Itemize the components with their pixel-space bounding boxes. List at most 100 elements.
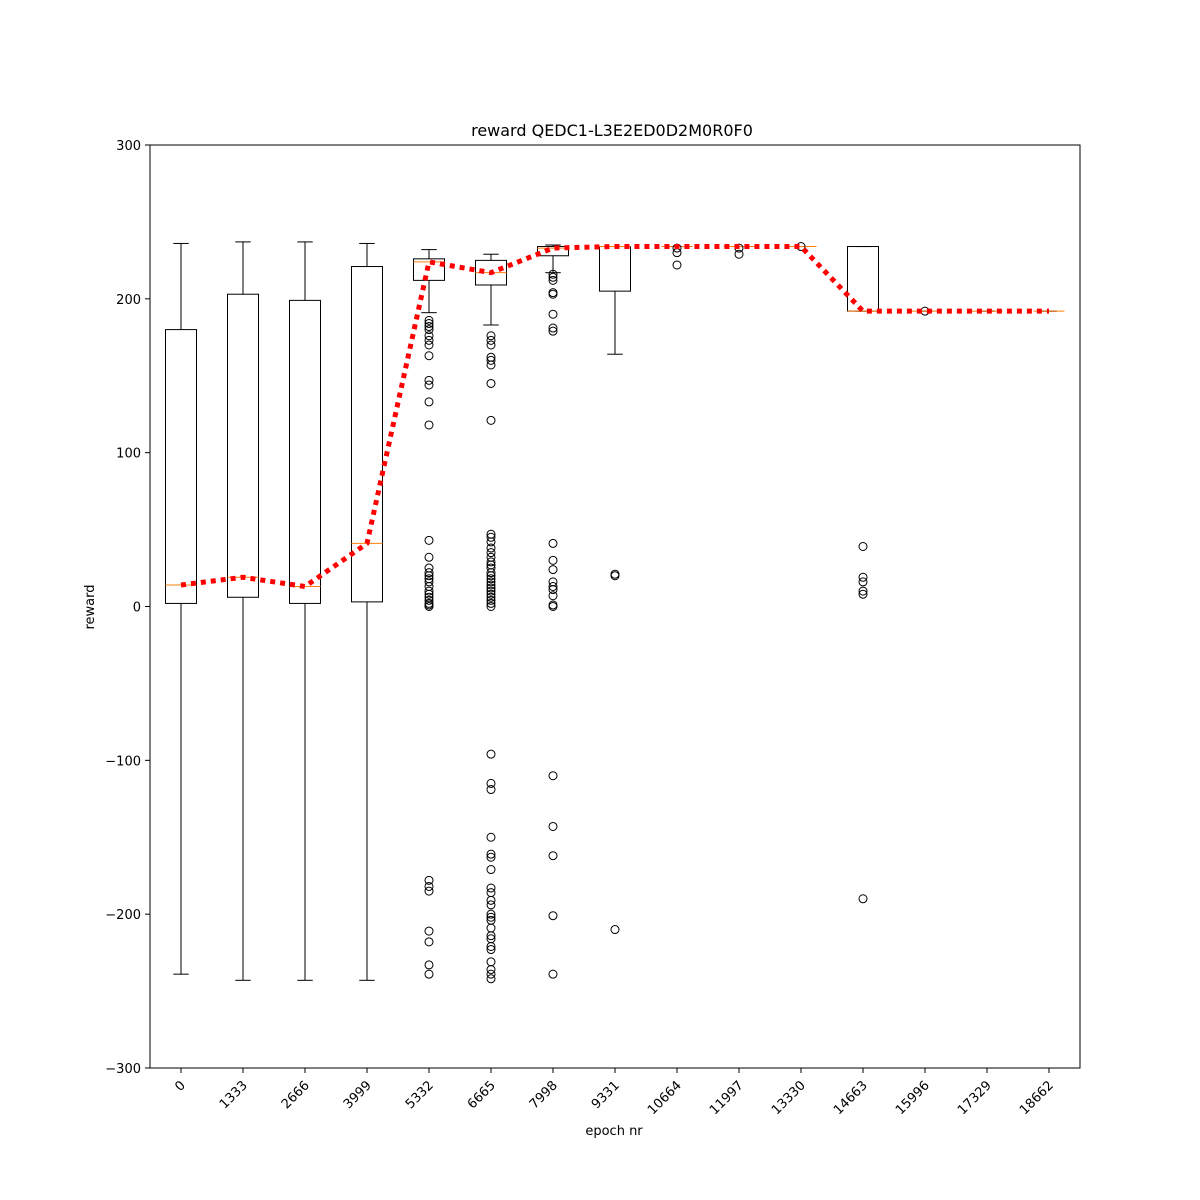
outlier-point <box>486 571 496 581</box>
outlier-point <box>424 375 434 385</box>
x-tick-label: 3999 <box>341 1078 375 1112</box>
outlier-point <box>486 945 496 955</box>
box-rect <box>289 299 321 604</box>
outlier-point <box>486 598 496 608</box>
x-tick-label: 18662 <box>1017 1078 1057 1118</box>
outlier-point <box>486 537 496 547</box>
outlier-point <box>486 360 496 370</box>
y-tick-label: −100 <box>105 754 141 769</box>
x-tick-label: 17329 <box>955 1078 995 1118</box>
outlier-point <box>424 595 434 605</box>
y-axis-ticks: −300 −200 −100 0 100 200 300 <box>105 139 150 1077</box>
box-rect <box>165 329 197 604</box>
outlier-point <box>424 318 434 328</box>
outlier-point <box>548 602 558 611</box>
box-3999 <box>351 242 383 981</box>
outlier-point <box>734 249 744 259</box>
outlier-point <box>486 583 496 593</box>
box-14663 <box>847 246 879 904</box>
outlier-point <box>858 577 868 587</box>
outlier-point <box>486 602 496 611</box>
outlier-point <box>548 555 558 565</box>
x-tick-label: 5332 <box>403 1078 437 1112</box>
outlier-point <box>424 568 434 578</box>
outlier-point <box>424 886 434 896</box>
outlier-point <box>424 331 434 341</box>
outlier-point <box>486 865 496 875</box>
outlier-point <box>424 315 434 325</box>
outlier-point <box>486 900 496 910</box>
x-tick-label: 9331 <box>589 1078 623 1112</box>
outlier-point <box>486 415 496 425</box>
outlier-point <box>424 589 434 599</box>
outlier-point <box>548 591 558 601</box>
box-9331 <box>599 246 631 935</box>
outlier-point <box>548 821 558 831</box>
outlier-point <box>672 248 682 258</box>
outlier-point <box>486 568 496 578</box>
x-tick-label: 14663 <box>831 1078 871 1118</box>
box-7998 <box>537 244 569 979</box>
outlier-point <box>486 969 496 979</box>
outlier-point <box>858 542 868 552</box>
outlier-point <box>486 592 496 602</box>
plot-frame <box>149 144 1081 1069</box>
outlier-point <box>548 275 558 285</box>
outlier-point <box>486 335 496 345</box>
outlier-point <box>548 326 558 336</box>
outlier-point <box>424 535 434 545</box>
box-0 <box>165 242 197 975</box>
outlier-point <box>858 586 868 596</box>
outlier-point <box>486 965 496 975</box>
outlier-point <box>486 909 496 919</box>
outlier-point <box>486 552 496 562</box>
outlier-point <box>858 572 868 582</box>
box-1333 <box>227 241 259 981</box>
outlier-point <box>486 912 496 922</box>
outlier-point <box>424 322 434 332</box>
x-tick-label: 13330 <box>769 1078 809 1118</box>
outlier-point <box>486 532 496 542</box>
outlier-point <box>424 340 434 350</box>
chart-title: reward QEDC1-L3E2ED0D2M0R0F0 <box>471 121 753 140</box>
outlier-point <box>548 771 558 781</box>
outlier-point <box>486 888 496 898</box>
y-tick-label: −300 <box>105 1062 141 1077</box>
outlier-point <box>424 397 434 407</box>
outlier-point <box>486 883 496 893</box>
outlier-point <box>548 582 558 592</box>
x-tick-label: 15996 <box>893 1078 933 1118</box>
x-tick-label: 6665 <box>465 1078 499 1112</box>
outlier-point <box>486 580 496 590</box>
x-tick-label: 2666 <box>279 1078 313 1112</box>
box-5332 <box>413 249 445 979</box>
outlier-point <box>424 571 434 581</box>
outlier-point <box>486 974 496 984</box>
outlier-point <box>424 881 434 891</box>
outlier-point <box>424 335 434 345</box>
outlier-point <box>548 309 558 319</box>
box-rect <box>599 246 631 292</box>
outlier-point <box>486 931 496 941</box>
outlier-point <box>858 894 868 904</box>
outlier-point <box>424 937 434 947</box>
box-rect <box>537 246 569 257</box>
outlier-point <box>548 565 558 575</box>
outlier-point <box>486 778 496 788</box>
outlier-point <box>486 574 496 584</box>
trend-polyline <box>180 244 1049 590</box>
outlier-point <box>610 571 620 581</box>
outlier-point <box>486 589 496 599</box>
box-15996 <box>909 306 941 316</box>
outlier-point <box>858 589 868 599</box>
x-tick-label: 11997 <box>707 1078 747 1118</box>
outlier-point <box>424 552 434 562</box>
outlier-point <box>486 595 496 605</box>
outlier-point <box>486 548 496 558</box>
box-2666 <box>289 241 321 981</box>
outlier-point <box>486 785 496 795</box>
outlier-point <box>548 323 558 333</box>
x-axis-label: epoch nr <box>585 1124 643 1139</box>
outlier-point <box>486 378 496 388</box>
